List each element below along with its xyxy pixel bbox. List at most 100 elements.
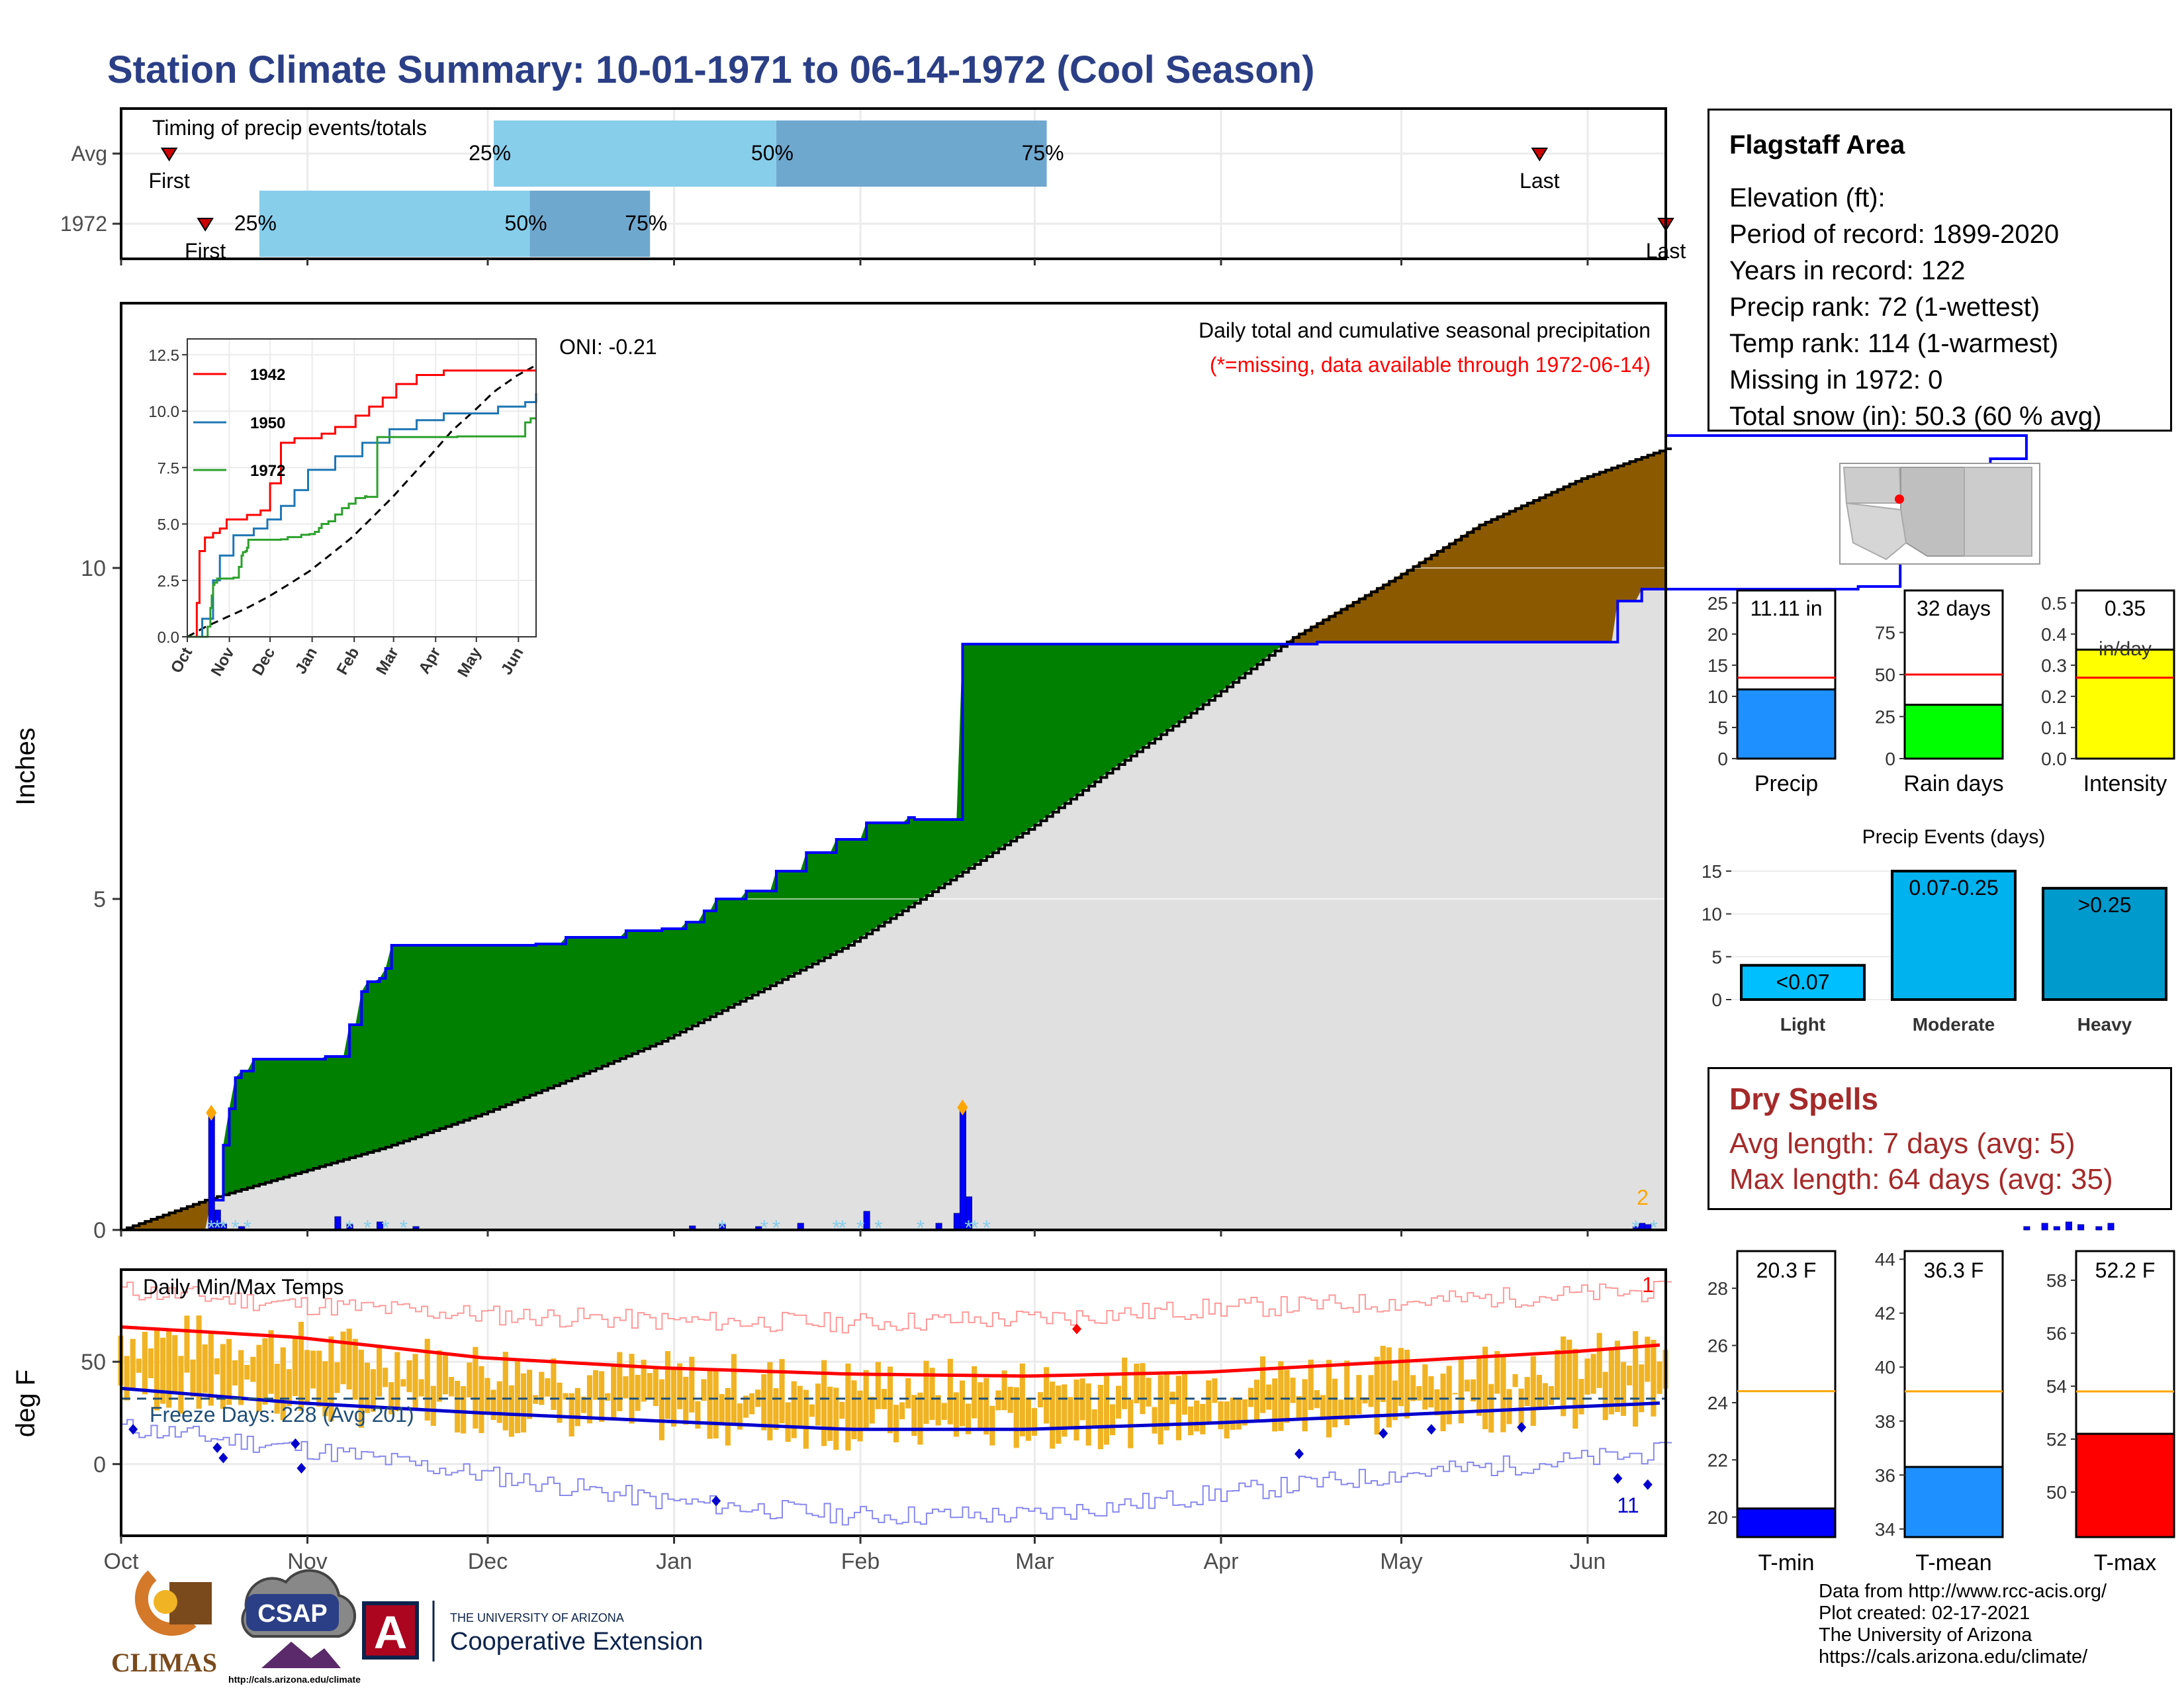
daily-temp-bar (184, 1315, 190, 1373)
daily-temp-bar (346, 1329, 352, 1389)
temp-bar-value: 20.3 F (1756, 1258, 1817, 1282)
ua-logo-block (362, 1601, 419, 1660)
daily-temp-bar (1230, 1397, 1236, 1430)
temp-bar-tick-label: 42 (1875, 1303, 1895, 1324)
mini-chart-tick-label: 10 (1707, 686, 1728, 707)
daily-temp-bar (869, 1397, 875, 1424)
daily-temp-bar (623, 1376, 629, 1399)
precip-legend-title: Daily total and cumulative seasonal prec… (1199, 318, 1651, 342)
daily-temp-bar (1416, 1385, 1422, 1401)
record-low-marker (218, 1452, 228, 1464)
temp-bar-tick-label: 44 (1875, 1249, 1895, 1270)
temp-top-count: 1 (1642, 1273, 1654, 1297)
daily-temp-bar (557, 1382, 563, 1423)
daily-temp-bar (1007, 1386, 1013, 1413)
daily-temp-bar (424, 1338, 430, 1421)
temp-bar-tick-label: 20 (1707, 1507, 1728, 1528)
daily-temp-bar (412, 1354, 418, 1411)
daily-temp-bar (1458, 1359, 1464, 1424)
daily-temp-bar (1019, 1363, 1025, 1436)
daily-temp-bar (292, 1335, 298, 1397)
dry-spells-box: Dry Spells Avg length: 7 days (avg: 5) M… (1707, 1067, 2172, 1210)
snow-marker: * (1631, 1216, 1639, 1240)
record-high-marker (1071, 1323, 1081, 1335)
events-tick-label: 15 (1702, 861, 1722, 882)
daily-precip-bar (2041, 1223, 2048, 1231)
daily-temp-bar (1590, 1354, 1596, 1394)
daily-temp-bar (641, 1360, 647, 1402)
oni-label: ONI: -0.21 (559, 335, 657, 359)
daily-temp-bar (1152, 1407, 1158, 1434)
daily-temp-bar (1380, 1346, 1386, 1403)
daily-temp-bar (905, 1378, 911, 1409)
daily-temp-bar (664, 1351, 671, 1419)
mini-chart-bar (1903, 704, 2004, 760)
info-total-snow: Total snow (in): 50.3 (60 % avg) (1729, 402, 2102, 431)
daily-temp-bar (1212, 1378, 1218, 1403)
daily-temp-bar (965, 1403, 972, 1434)
snow-marker: * (839, 1216, 846, 1240)
inset-bg (122, 332, 551, 703)
precip-event-bar (1891, 869, 2017, 1001)
inset-y-tick-label: 2.5 (158, 573, 179, 590)
mini-chart-label: Intensity (2083, 771, 2167, 796)
daily-temp-bar (514, 1361, 521, 1434)
daily-temp-bar (148, 1348, 154, 1378)
daily-temp-bar (923, 1360, 929, 1425)
snow-marker: * (772, 1216, 780, 1240)
daily-temp-bar (647, 1373, 653, 1399)
ua-logo-line1: THE UNIVERSITY OF ARIZONA (450, 1611, 624, 1624)
mini-chart-bar (2075, 648, 2175, 760)
daily-temp-bar (1422, 1364, 1428, 1410)
daily-temp-bar (502, 1352, 508, 1430)
daily-temp-bar (1116, 1385, 1122, 1419)
daily-temp-bar (1446, 1366, 1452, 1425)
snow-marker: * (874, 1216, 882, 1240)
map-state-california (1845, 502, 1907, 561)
timing-q75-label: 75% (1022, 141, 1064, 165)
daily-temp-bar (1272, 1378, 1278, 1432)
region-map (1839, 463, 2040, 565)
daily-temp-bar (490, 1389, 496, 1421)
daily-temp-bar (1031, 1408, 1038, 1436)
above-average-region (223, 644, 1281, 1195)
events-tick-label: 10 (1702, 904, 1722, 925)
daily-temp-bar (887, 1366, 893, 1434)
daily-temp-bar (1626, 1365, 1633, 1385)
snow-marker: * (832, 1216, 840, 1240)
temp-bar-value: 52.2 F (2095, 1258, 2156, 1282)
record-low-marker (1517, 1422, 1527, 1433)
daily-temp-bar (563, 1393, 569, 1400)
daily-temp-bar (286, 1369, 292, 1407)
temp-y-tick-label: 0 (93, 1452, 106, 1477)
station-info-box: Flagstaff Area Elevation (ft): Period of… (1707, 109, 2172, 432)
first-event-marker (160, 148, 178, 162)
precip-event-value-label: >0.25 (2078, 893, 2132, 917)
temp-bar-tick-label: 56 (2046, 1323, 2067, 1344)
daily-temp-bar (280, 1347, 286, 1421)
climas-logo-arc (134, 1570, 197, 1636)
inset-series-1972 (187, 417, 536, 638)
daily-temp-bar (929, 1368, 935, 1421)
mini-chart-value-unit: in/day (2099, 638, 2152, 660)
daily-temp-bar (400, 1379, 406, 1387)
daily-temp-bar (629, 1354, 635, 1424)
daily-temp-bar (1146, 1378, 1152, 1407)
daily-temp-bar (1561, 1336, 1567, 1417)
inset-legend-label: 1950 (250, 414, 285, 432)
precip-y-tick-label: 0 (93, 1218, 106, 1243)
mini-chart-tick-label: 25 (1707, 593, 1728, 614)
daily-temp-bar (442, 1353, 449, 1395)
logos: CLIMAS CSAP http://cals.arizona.edu/climat… (111, 1569, 703, 1685)
daily-temp-bar (1620, 1362, 1627, 1417)
csap-logo-text: CSAP (257, 1600, 328, 1628)
record-low-marker (1613, 1473, 1623, 1484)
daily-temp-bar (1278, 1361, 1284, 1431)
daily-temp-bar (1512, 1374, 1518, 1387)
daily-temp-bar (178, 1356, 184, 1414)
temp-bar-tick-label: 58 (2046, 1270, 2067, 1291)
daily-temp-bar (310, 1350, 316, 1389)
daily-temp-bar (406, 1360, 412, 1393)
precip-event-bar (2042, 886, 2167, 1001)
freeze-days-label: Freeze Days: 228 (Avg 201) (150, 1403, 414, 1427)
